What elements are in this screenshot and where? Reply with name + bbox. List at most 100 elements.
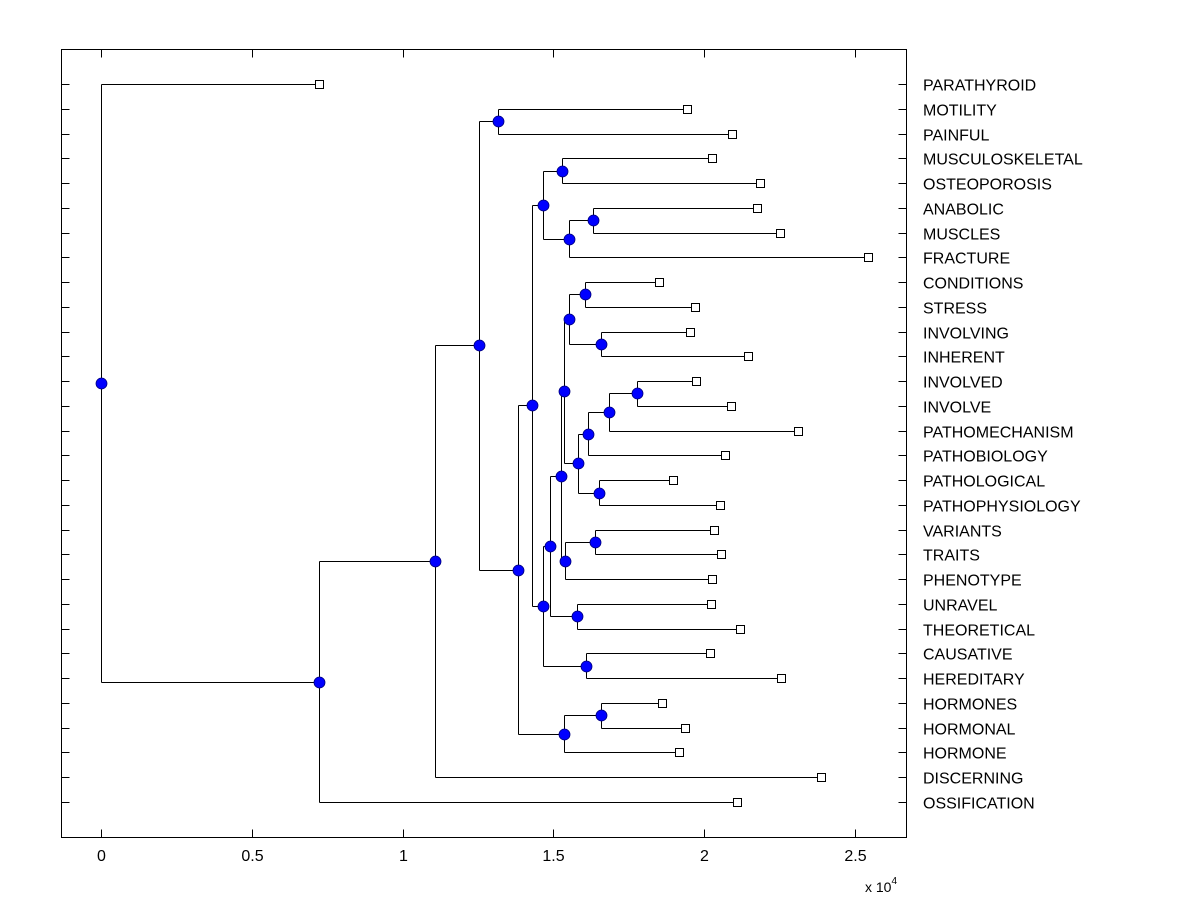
x-multiplier-label: x 104 — [865, 876, 897, 895]
leaf-label: TRAITS — [923, 548, 980, 565]
axis-ticks — [61, 49, 907, 838]
leaf-label: MOTILITY — [923, 103, 997, 120]
leaf-markers — [315, 80, 873, 807]
leaf-label: STRESS — [923, 301, 987, 318]
leaf-marker — [707, 600, 716, 609]
leaf-marker — [706, 649, 715, 658]
leaf-marker — [675, 748, 684, 757]
leaf-marker — [708, 154, 717, 163]
leaf-marker — [756, 179, 765, 188]
leaf-marker — [744, 352, 753, 361]
leaf-label: THEORETICAL — [923, 623, 1035, 640]
leaf-labels: PARATHYROID MOTILITY PAINFUL MUSCULOSKELETA… — [923, 78, 1083, 813]
node-marker — [512, 564, 525, 577]
leaf-label: INVOLVING — [923, 326, 1009, 343]
leaf-label: PARATHYROID — [923, 78, 1036, 95]
leaf-label: FRACTURE — [923, 251, 1010, 268]
node-marker — [429, 555, 442, 568]
x-tick-label: 0.5 — [241, 848, 263, 865]
node-marker — [595, 709, 608, 722]
leaf-label: PATHOPHYSIOLOGY — [923, 499, 1081, 516]
x-tick-label: 1.5 — [542, 848, 564, 865]
leaf-marker — [736, 625, 745, 634]
leaf-marker — [315, 80, 324, 89]
node-marker — [572, 457, 585, 470]
x-tick-label: 0 — [97, 848, 106, 865]
x-tick-label: 2.5 — [844, 848, 866, 865]
node-marker — [563, 313, 576, 326]
leaf-marker — [727, 402, 736, 411]
leaf-label: HORMONE — [923, 746, 1007, 763]
node-marker — [589, 536, 602, 549]
leaf-label: MUSCULOSKELETAL — [923, 152, 1083, 169]
x-tick-label: 1 — [399, 848, 408, 865]
leaf-marker — [776, 229, 785, 238]
leaf-label: OSTEOPOROSIS — [923, 177, 1052, 194]
node-marker — [473, 339, 486, 352]
leaf-marker — [817, 773, 826, 782]
leaf-label: PATHOBIOLOGY — [923, 449, 1048, 466]
leaf-marker — [717, 550, 726, 559]
node-marker — [492, 115, 505, 128]
node-marker — [563, 233, 576, 246]
leaf-marker — [728, 130, 737, 139]
leaf-marker — [794, 427, 803, 436]
leaf-marker — [716, 501, 725, 510]
leaf-marker — [708, 575, 717, 584]
leaf-label: DISCERNING — [923, 771, 1023, 788]
node-marker — [95, 377, 108, 390]
leaf-label: PHENOTYPE — [923, 573, 1022, 590]
leaf-label: INVOLVE — [923, 400, 991, 417]
leaf-marker — [777, 674, 786, 683]
leaf-label: PATHOLOGICAL — [923, 474, 1045, 491]
tree-branches — [101, 84, 869, 803]
node-marker — [313, 676, 326, 689]
leaf-label: CONDITIONS — [923, 276, 1023, 293]
leaf-marker — [721, 451, 730, 460]
leaf-marker — [710, 526, 719, 535]
node-marker — [526, 399, 539, 412]
node-marker — [558, 728, 571, 741]
node-marker — [582, 428, 595, 441]
leaf-label: OSSIFICATION — [923, 796, 1035, 813]
node-marker — [556, 165, 569, 178]
axes-frame — [61, 49, 907, 838]
leaf-marker — [658, 699, 667, 708]
x-tick-label: 2 — [700, 848, 709, 865]
leaf-label: INHERENT — [923, 350, 1005, 367]
leaf-label: MUSCLES — [923, 227, 1000, 244]
node-marker — [631, 387, 644, 400]
node-marker — [603, 406, 616, 419]
node-marker — [555, 470, 568, 483]
leaf-marker — [681, 724, 690, 733]
leaf-marker — [655, 278, 664, 287]
leaf-marker — [864, 253, 873, 262]
node-marker — [587, 214, 600, 227]
leaf-label: HORMONAL — [923, 722, 1016, 739]
leaf-label: UNRAVEL — [923, 598, 997, 615]
leaf-label: HEREDITARY — [923, 672, 1025, 689]
leaf-label: PATHOMECHANISM — [923, 425, 1074, 442]
leaf-label: PAINFUL — [923, 128, 989, 145]
leaf-label: CAUSATIVE — [923, 647, 1013, 664]
node-markers — [95, 115, 644, 741]
leaf-marker — [686, 328, 695, 337]
leaf-marker — [683, 105, 692, 114]
leaf-marker — [669, 476, 678, 485]
node-marker — [559, 555, 572, 568]
node-marker — [580, 660, 593, 673]
node-marker — [593, 487, 606, 500]
node-marker — [544, 540, 557, 553]
x-tick-labels: 0 0.5 1 1.5 2 2.5 — [97, 848, 867, 865]
leaf-label: HORMONES — [923, 697, 1017, 714]
node-marker — [595, 338, 608, 351]
leaf-label: ANABOLIC — [923, 202, 1004, 219]
node-marker — [558, 385, 571, 398]
node-marker — [537, 600, 550, 613]
leaf-label: INVOLVED — [923, 375, 1003, 392]
leaf-marker — [753, 204, 762, 213]
leaf-label: VARIANTS — [923, 524, 1002, 541]
leaf-marker — [733, 798, 742, 807]
leaf-marker — [692, 377, 701, 386]
